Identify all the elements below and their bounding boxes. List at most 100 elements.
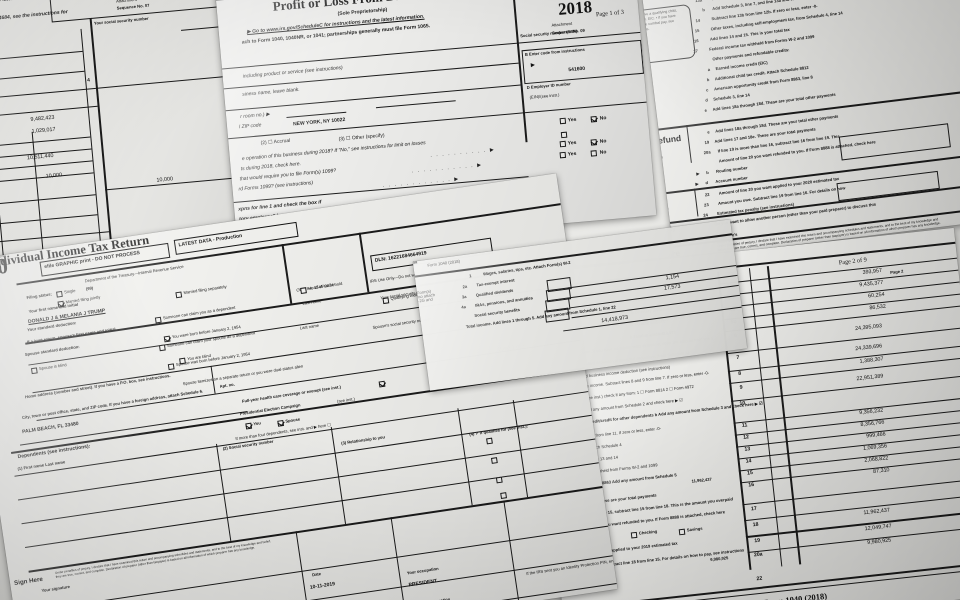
p2t-no-9: a: [707, 66, 711, 73]
p2b-checking-checkbox[interactable]: [630, 531, 638, 539]
ladder-line-14: 14: [745, 458, 752, 465]
p1-status-single-checkbox[interactable]: [56, 290, 63, 298]
p1-occupation-label: Your occupation: [406, 565, 439, 576]
p1-spouse-std-1-checkbox[interactable]: [167, 363, 175, 371]
schedc-yes-0-checkbox[interactable]: [559, 117, 567, 125]
p1-sign-here: Sign Here: [13, 575, 44, 587]
p2b-checking: Checking: [638, 528, 658, 536]
schedc-code-arrow: ▶: [530, 62, 535, 69]
schedc-city-state-zip: NEW YORK, NY 10022: [292, 116, 346, 128]
strip-line-2a: Tax-exempt interest: [476, 277, 515, 288]
p1-status-mfs-checkbox[interactable]: [175, 291, 183, 299]
p1-your-signature: Your signature: [41, 583, 71, 594]
ladder-line-15: 15: [746, 470, 754, 477]
p1-spouse-blind-checkbox[interactable]: [30, 367, 38, 375]
p2t-refund-title: Refund: [651, 132, 682, 147]
p2b-page-label: Page 2 of 9: [838, 256, 868, 267]
p2t-no-20a: 20a: [703, 149, 711, 156]
schedc-accounting-2: (2) ☐ Accrual: [260, 137, 291, 147]
schedc-no-2-checkbox[interactable]: [590, 150, 598, 157]
schedc-subtitle: (Sole Proprietorship): [337, 6, 388, 18]
strip-attach-w2: Form(s) lso attach -2G and: [416, 288, 436, 304]
strip-form-tag: Form 1040 (2018): [427, 258, 461, 268]
p1-dep-ctc-1[interactable]: [486, 437, 493, 445]
p2t-no-11: c: [705, 87, 709, 93]
f4684-ssn-label: Your social security number: [93, 15, 149, 26]
p1-spouse-blind: Spouse is blind: [38, 362, 67, 372]
schedc-ein-label: D Employer ID number: [526, 81, 571, 90]
p1-std-opt-1-checkbox[interactable]: [163, 335, 171, 343]
p1-pec-spouse-checkbox[interactable]: [277, 419, 285, 427]
f4684-amount-5b: 1,029,017: [31, 126, 56, 135]
p2t-no-13: e: [704, 107, 708, 113]
p2b-savings-checkbox[interactable]: [678, 528, 686, 536]
ladder-line-20a: 20a: [753, 551, 763, 559]
ladder-amt-6: 24,395,093: [854, 323, 883, 333]
schedc-attachment: Attachment: [551, 20, 573, 28]
p1-perjury: Under penalties of perjury, I declare th…: [54, 539, 272, 579]
schedc-no-2: No: [599, 149, 607, 156]
schedc-yes-2-checkbox[interactable]: [559, 151, 567, 159]
f4684-sequence: Sequence No. 07: [116, 2, 150, 11]
p1-health-checkbox[interactable]: [378, 380, 386, 388]
ladder-line-13: 13: [744, 446, 751, 453]
p2t-no-2: 13a: [694, 0, 703, 4]
schedc-q-1: ts during 2018, check here.: [240, 160, 302, 173]
p1-pec-you-checkbox[interactable]: [245, 422, 253, 430]
strip-5a-box: [544, 307, 570, 323]
p2b-amt-17: 11,962,437: [691, 476, 713, 484]
f4684-line-4: 4: [86, 77, 91, 84]
p2t-no-d: d: [705, 179, 709, 186]
p2t-no-5: 15: [694, 27, 700, 34]
p2t-no-b: b: [705, 169, 709, 176]
strip-line-4a: IRAs, pensions, and annuities: [474, 295, 534, 308]
schedc-yes-0: Yes: [567, 116, 577, 124]
p1-dep-ctc-3[interactable]: [495, 476, 503, 484]
p1-status-mfs: Married filing separately: [183, 283, 227, 296]
ladder-line-9: 9: [739, 384, 743, 391]
p1-last-name-label: Last name: [302, 298, 322, 306]
p1-std-opt-0-checkbox[interactable]: [154, 316, 162, 324]
strip-line-2a-no: 2a: [462, 283, 468, 290]
schedc-yes-1: Yes: [567, 139, 577, 147]
p1-date-label-1: Date: [311, 571, 322, 578]
p2t-txt-b: Routing number: [715, 165, 748, 174]
p2t-no-14: e: [706, 129, 710, 135]
p2t-no-6: 16: [693, 38, 699, 44]
p1-date-value-1: 10-11-2019: [309, 581, 336, 591]
schedc-extra-checkbox[interactable]: [560, 131, 568, 139]
ladder-line-10: 10: [739, 400, 746, 408]
schedc-no-1: No: [599, 138, 607, 145]
strip-5a-lbl: 5a: [412, 260, 418, 265]
p2t-txt-12: Schedule 3, line 14: [712, 92, 750, 102]
p1-last-name-label-2: Last name: [299, 322, 320, 331]
strip-line-1-no: 1: [468, 273, 472, 279]
p1-99: (99): [85, 285, 94, 292]
p1-dep-col-2: (3) Relationship to you: [340, 434, 386, 446]
p1-spouse-std-0-checkbox[interactable]: [158, 344, 166, 352]
p2t-no-3: b: [702, 7, 706, 13]
schedc-field-e: r room no.) ▶: [240, 111, 271, 121]
p1-dep-ctc-2[interactable]: [490, 457, 498, 464]
p2t-refund-amount-box[interactable]: [838, 123, 951, 161]
ladder-line-22: 22: [756, 575, 763, 583]
schedc-field-c: siness name, leave blank.: [242, 86, 300, 98]
f4684-header-1: ions and the latest information.: [0, 0, 46, 6]
schedc-no-1-checkbox[interactable]: [590, 139, 598, 146]
p1-spouse-std-label: Spouse standard deduction:: [24, 343, 80, 357]
p2b-footer: Form 1040 (2018): [762, 590, 828, 600]
ladder-line-8: 8: [737, 370, 742, 377]
strip-line-1: Wages, salaries, tips, etc. Attach Form(…: [482, 259, 571, 277]
ladder-line-7: 7: [736, 354, 740, 362]
schedc-yes-1-checkbox[interactable]: [559, 140, 567, 148]
p2t-arrow-b: ▶: [695, 170, 700, 177]
p1-status-hoh-checkbox[interactable]: [300, 287, 307, 294]
schedc-yes-2: Yes: [567, 150, 577, 158]
p1-apt-label: Apt. no.: [219, 381, 236, 389]
schedc-no-0-checkbox[interactable]: [590, 116, 598, 123]
p1-city-value: PALM BEACH, FL 33480: [21, 420, 80, 436]
schedc-accounting-3: (3) ☐ Other (specify): [338, 132, 385, 143]
p1-dep-ctc-4[interactable]: [500, 492, 508, 499]
p2t-no-23: 23: [703, 202, 709, 208]
